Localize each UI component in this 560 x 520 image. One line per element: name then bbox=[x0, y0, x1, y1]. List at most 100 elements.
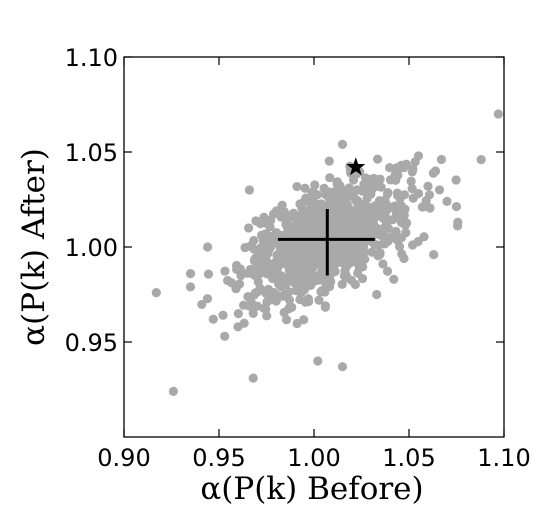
y-axis-ticks: 0.95 1.00 1.05 1.10 bbox=[65, 44, 504, 357]
y-tick-label: 0.95 bbox=[65, 329, 118, 357]
data-point bbox=[264, 296, 274, 306]
data-point bbox=[360, 247, 370, 257]
data-point bbox=[399, 210, 409, 220]
data-point bbox=[244, 223, 254, 233]
data-point bbox=[332, 241, 343, 252]
x-tick-label: 0.95 bbox=[192, 444, 245, 472]
data-point bbox=[429, 250, 439, 260]
data-point bbox=[271, 206, 282, 216]
y-axis-label: α(P(k) After) bbox=[16, 148, 52, 346]
data-point bbox=[393, 191, 403, 201]
data-point bbox=[257, 217, 267, 228]
data-point bbox=[337, 226, 347, 236]
data-point bbox=[218, 310, 228, 320]
data-point bbox=[208, 314, 218, 324]
data-point bbox=[352, 185, 362, 195]
data-point bbox=[354, 198, 364, 208]
data-point bbox=[317, 286, 327, 296]
data-point bbox=[390, 170, 400, 180]
data-point bbox=[292, 318, 302, 329]
data-point bbox=[281, 315, 292, 325]
data-point bbox=[203, 269, 214, 279]
data-point bbox=[451, 202, 462, 212]
data-point bbox=[332, 196, 343, 206]
data-point bbox=[277, 200, 287, 210]
y-tick-label: 1.05 bbox=[65, 139, 118, 167]
data-point bbox=[285, 258, 295, 268]
data-point bbox=[407, 167, 417, 177]
data-point bbox=[407, 183, 417, 194]
data-point bbox=[297, 281, 308, 291]
data-point bbox=[220, 331, 230, 341]
data-point bbox=[399, 253, 409, 264]
data-point bbox=[255, 269, 265, 279]
data-point bbox=[428, 168, 438, 178]
data-point bbox=[327, 250, 337, 261]
data-point bbox=[292, 181, 302, 192]
data-point bbox=[326, 202, 336, 213]
data-point bbox=[185, 282, 196, 292]
data-point bbox=[368, 182, 378, 192]
data-point bbox=[417, 202, 427, 212]
data-point bbox=[406, 176, 416, 186]
data-point bbox=[305, 250, 315, 260]
data-point bbox=[233, 322, 243, 332]
data-point bbox=[258, 260, 268, 270]
data-point bbox=[274, 258, 284, 268]
data-point bbox=[284, 295, 295, 305]
y-tick-label: 1.00 bbox=[65, 234, 118, 262]
data-point bbox=[306, 278, 316, 289]
data-point bbox=[246, 297, 256, 307]
data-point bbox=[344, 183, 354, 193]
data-point bbox=[389, 274, 399, 284]
data-point bbox=[261, 304, 271, 314]
data-point bbox=[313, 257, 323, 267]
data-point bbox=[332, 177, 342, 187]
data-point bbox=[355, 206, 365, 216]
data-point bbox=[328, 210, 339, 220]
data-point bbox=[244, 185, 254, 195]
data-point bbox=[378, 259, 388, 269]
star-marker bbox=[346, 157, 366, 176]
data-point bbox=[413, 188, 424, 199]
data-point bbox=[366, 221, 376, 231]
data-point bbox=[313, 356, 323, 366]
data-point bbox=[253, 287, 263, 297]
data-point bbox=[151, 288, 161, 298]
data-point bbox=[284, 287, 294, 297]
data-point bbox=[334, 184, 344, 194]
data-point bbox=[442, 196, 452, 206]
data-point bbox=[255, 247, 265, 257]
data-point bbox=[352, 222, 362, 233]
data-point bbox=[396, 233, 407, 243]
data-point bbox=[284, 220, 294, 230]
data-point bbox=[345, 247, 355, 257]
data-point bbox=[202, 294, 213, 304]
data-point bbox=[266, 215, 276, 225]
data-point bbox=[327, 263, 337, 274]
data-point bbox=[396, 200, 406, 211]
data-point bbox=[423, 181, 433, 191]
data-point bbox=[367, 247, 377, 257]
data-point bbox=[396, 160, 406, 170]
x-tick-label: 1.05 bbox=[382, 444, 435, 472]
data-point bbox=[337, 256, 347, 266]
data-point bbox=[357, 214, 367, 224]
data-point bbox=[231, 260, 242, 271]
data-point bbox=[227, 278, 237, 288]
data-point bbox=[248, 308, 258, 318]
data-point bbox=[383, 223, 394, 233]
data-point bbox=[301, 193, 311, 203]
data-point bbox=[287, 302, 297, 312]
data-point bbox=[383, 201, 393, 211]
data-point bbox=[493, 109, 503, 119]
data-point bbox=[197, 299, 207, 310]
data-point bbox=[304, 260, 314, 271]
data-point bbox=[360, 173, 371, 183]
data-point bbox=[352, 258, 363, 268]
data-point bbox=[336, 209, 346, 219]
data-point bbox=[291, 212, 301, 222]
data-point bbox=[168, 386, 178, 396]
data-point bbox=[248, 373, 258, 383]
